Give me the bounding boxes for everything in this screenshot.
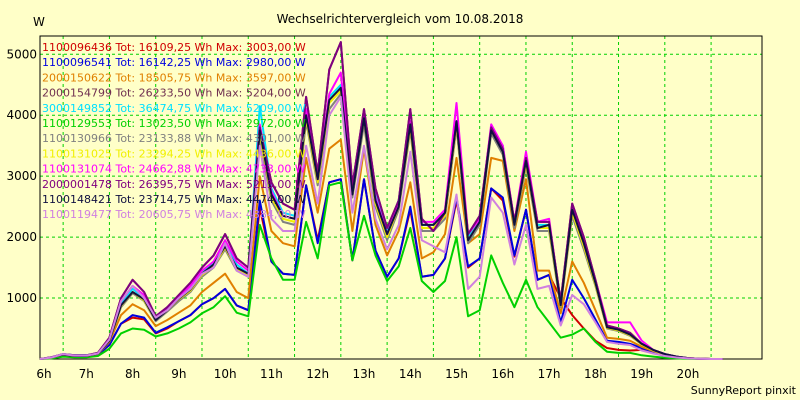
legend-entry: 1100096436 Tot: 16109,25 Wh Max: 3003,00… [42, 41, 306, 54]
legend-entry: 1100130966 Tot: 23133,88 Wh Max: 4301,00… [42, 132, 306, 145]
plot-area [39, 35, 763, 360]
y-axis-label: W [33, 15, 45, 29]
x-tick-label: 18h [584, 367, 607, 381]
y-tick-label: 1000 [6, 291, 37, 305]
x-tick-label: 8h [125, 367, 140, 381]
footer-credit: SunnyReport pinxit [691, 384, 797, 397]
x-tick-label: 20h [677, 367, 700, 381]
x-tick-label: 6h [36, 367, 51, 381]
series-line [39, 41, 723, 360]
series-line [39, 181, 723, 360]
legend-entry: 2000001478 Tot: 26395,75 Wh Max: 5215,00… [42, 178, 306, 191]
x-tick-label: 11h [260, 367, 283, 381]
legend-entry: 2000150622 Tot: 18505,75 Wh Max: 3597,00… [42, 71, 306, 84]
series-lines [39, 41, 723, 360]
legend-entry: 1100131074 Tot: 24662,88 Wh Max: 4733,00… [42, 163, 306, 176]
y-tick-label: 5000 [6, 47, 37, 61]
series-line [39, 95, 723, 360]
x-tick-label: 14h [399, 367, 422, 381]
x-tick-label: 16h [491, 367, 514, 381]
x-tick-label: 10h [214, 367, 237, 381]
x-tick-label: 19h [630, 367, 653, 381]
x-axis: 6h 7h 8h 9h 10h 11h 12h 13h 14h 15h 16h 17h 18h 19h 20… [36, 367, 699, 381]
legend-entry: 1100119477 Tot: 20605,75 Wh Max: 4384,00… [42, 208, 306, 221]
series-line [39, 178, 723, 360]
chart-title: Wechselrichtervergleich vom 10.08.2018 [277, 12, 524, 26]
legend-entry: 1100131025 Tot: 23294,25 Wh Max: 4436,00… [42, 147, 306, 160]
y-axis: 1000 2000 3000 4000 5000 [6, 47, 37, 305]
x-tick-label: 13h [353, 367, 376, 381]
legend-entry: 3000149852 Tot: 36474,75 Wh Max: 5209,00… [42, 102, 306, 115]
x-tick-label: 15h [445, 367, 468, 381]
x-tick-label: 12h [306, 367, 329, 381]
x-tick-label: 17h [538, 367, 561, 381]
y-tick-label: 4000 [6, 108, 37, 122]
legend-entry: 2000154799 Tot: 26233,50 Wh Max: 5204,00… [42, 87, 306, 100]
legend-entry: 1100148421 Tot: 23714,75 Wh Max: 4474,00… [42, 193, 306, 206]
x-tick-label: 7h [79, 367, 94, 381]
y-tick-label: 2000 [6, 230, 37, 244]
legend-entry: 1100096541 Tot: 16142,25 Wh Max: 2980,00… [42, 56, 306, 69]
series-line [39, 138, 723, 360]
series-line [39, 86, 723, 360]
x-tick-label: 9h [171, 367, 186, 381]
legend: 1100096436 Tot: 16109,25 Wh Max: 3003,00… [42, 41, 306, 221]
legend-entry: 1100129553 Tot: 13023,50 Wh Max: 2972,00… [42, 117, 306, 130]
y-tick-label: 3000 [6, 169, 37, 183]
